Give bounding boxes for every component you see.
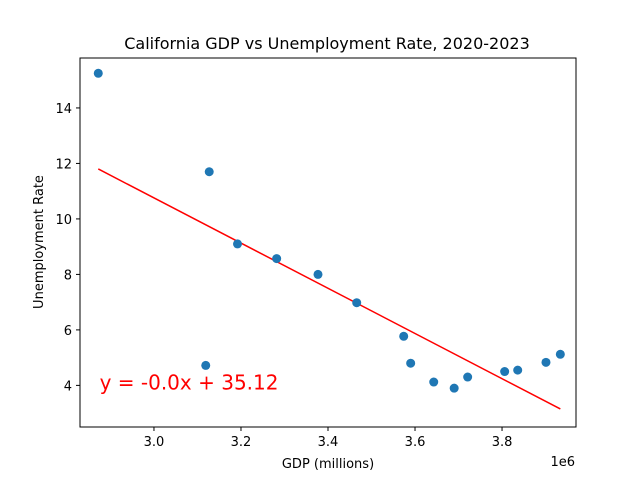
y-tick-label-3: 10 [55, 213, 72, 228]
data-point-0 [93, 68, 103, 78]
y-axis-label: Unemployment Rate [32, 175, 47, 309]
data-point-5 [352, 298, 362, 308]
chart-title: California GDP vs Unemployment Rate, 202… [124, 34, 530, 53]
data-point-6 [399, 331, 409, 341]
regression-line [97, 168, 561, 410]
y-tick-label-4: 12 [55, 157, 72, 172]
y-tick-label-1: 6 [64, 324, 72, 339]
x-axis-offset-label: 1e6 [550, 455, 575, 470]
data-point-10 [449, 383, 459, 393]
data-point-1 [204, 167, 214, 177]
x-tick-label-4: 3.8 [492, 435, 513, 450]
regression-equation-annotation: y = -0.0x + 35.12 [100, 371, 279, 395]
data-point-4 [313, 269, 323, 279]
data-point-3 [272, 254, 282, 264]
data-point-14 [541, 357, 551, 367]
data-point-13 [513, 365, 523, 375]
y-tick-label-5: 14 [55, 102, 72, 117]
data-point-2 [233, 239, 243, 249]
y-tick-label-0: 4 [64, 379, 72, 394]
x-axis-label: GDP (millions) [282, 457, 374, 472]
y-tick-label-2: 8 [64, 268, 72, 283]
x-tick-label-1: 3.2 [231, 435, 252, 450]
plot-area: 3.0 3.2 3.4 3.6 3.8 4 6 8 10 12 14 y = -0.0x + 35.1… [55, 57, 577, 450]
data-point-7 [201, 360, 211, 370]
data-point-8 [406, 358, 416, 368]
x-tick-label-2: 3.4 [318, 435, 339, 450]
data-point-11 [463, 372, 473, 382]
data-point-9 [429, 377, 439, 387]
data-point-15 [555, 349, 565, 359]
data-point-12 [500, 367, 510, 377]
x-tick-label-3: 3.6 [405, 435, 426, 450]
x-tick-label-0: 3.0 [144, 435, 165, 450]
